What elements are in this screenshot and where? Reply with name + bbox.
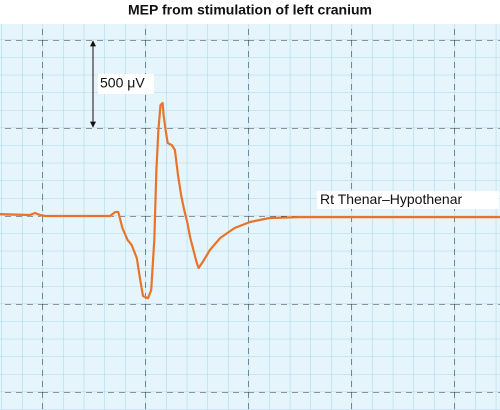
legend-background <box>317 191 499 210</box>
chart-title: MEP from stimulation of left cranium <box>128 2 372 18</box>
trace <box>0 101 500 300</box>
legend-label: Rt Thenar–Hypothenar <box>320 191 462 207</box>
scale-label: 500 μV <box>100 75 145 91</box>
scale-label-background <box>98 74 154 94</box>
